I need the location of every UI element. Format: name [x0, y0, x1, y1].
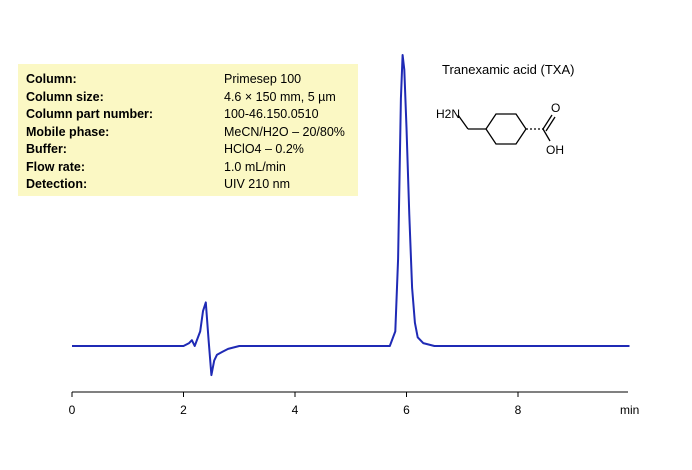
condition-value: 1.0 mL/min [224, 159, 286, 174]
x-tick-label: 6 [403, 403, 410, 417]
condition-row: Mobile phase: MeCN/H2O – 20/80% [26, 124, 345, 139]
x-tick-label: 2 [180, 403, 187, 417]
condition-row: Column: Primesep 100 [26, 72, 301, 86]
x-tick-label: 8 [515, 403, 522, 417]
condition-value: HClO4 – 0.2% [224, 142, 304, 156]
x-tick-label: 4 [292, 403, 299, 417]
chromatogram-trace-group [72, 54, 630, 377]
bond-hydroxyl [542, 128, 551, 142]
bond-carbonyl-a [542, 114, 553, 130]
condition-label: Detection: [26, 177, 88, 191]
condition-row: Flow rate: 1.0 mL/min [26, 159, 286, 174]
condition-label: Column: [26, 72, 77, 86]
condition-value: MeCN/H2O – 20/80% [224, 124, 345, 139]
oxygen-label: O [551, 101, 560, 115]
cyclohexane-ring [485, 113, 527, 145]
condition-value: 4.6 × 150 mm, 5 µm [224, 89, 336, 104]
bond-amine [457, 114, 469, 130]
condition-value: Primesep 100 [224, 72, 302, 86]
condition-label: Column part number: [26, 107, 154, 121]
condition-label: Column size: [26, 89, 104, 104]
condition-value: 100-46.150.0510 [224, 107, 319, 121]
condition-row: Buffer: HClO4 – 0.2% [26, 142, 304, 156]
x-tick-label: 0 [69, 403, 76, 417]
method-conditions-panel: Column: Primesep 100 Column size: 4.6 × … [18, 64, 358, 196]
compound-name: Tranexamic acid (TXA) [442, 62, 575, 77]
condition-row: Column part number: 100-46.150.0510 [26, 107, 319, 121]
amine-label: H2N [436, 107, 460, 121]
condition-label: Mobile phase: [26, 124, 110, 139]
condition-row: Detection: UIV 210 nm [26, 177, 290, 191]
chromatogram-trace [72, 54, 630, 377]
x-axis-unit-label: min [620, 403, 639, 417]
tranexamic-acid-structure: H2N O OH [436, 101, 564, 157]
hydroxyl-label: OH [546, 143, 564, 157]
condition-value: UIV 210 nm [224, 177, 291, 191]
bond-carbonyl-b [545, 116, 556, 132]
condition-row: Column size: 4.6 × 150 mm, 5 µm [26, 89, 336, 104]
condition-label: Flow rate: [26, 159, 86, 174]
condition-label: Buffer: [26, 142, 67, 156]
x-axis: 0 2 4 6 8 [69, 391, 628, 417]
